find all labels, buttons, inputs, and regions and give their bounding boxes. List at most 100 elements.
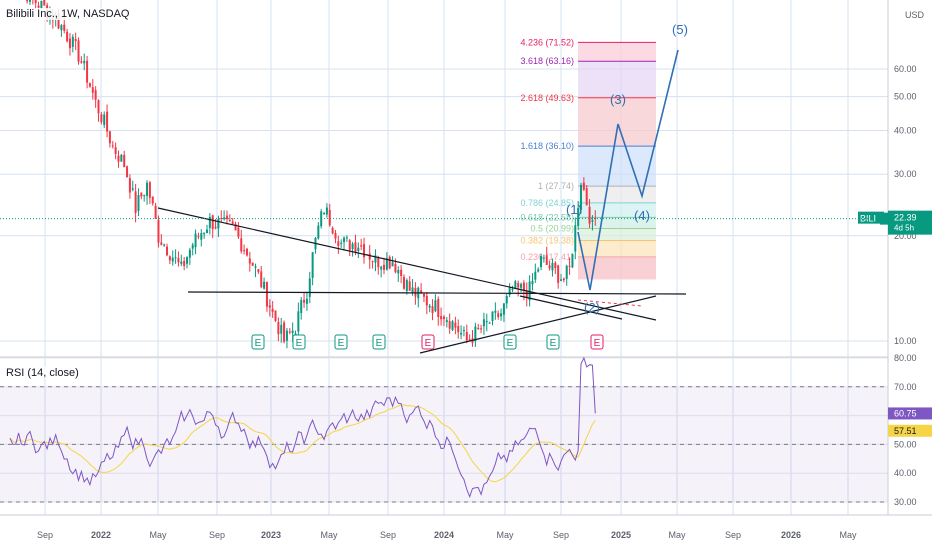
- candle: [337, 241, 340, 247]
- candle: [283, 322, 286, 342]
- candle: [477, 327, 480, 329]
- candle: [542, 257, 545, 259]
- candle: [502, 303, 505, 315]
- time-tick-label: Sep: [553, 530, 569, 540]
- rsi-ma-line: [9, 404, 596, 483]
- fib-zone: [578, 217, 656, 229]
- fib-zone: [578, 186, 656, 203]
- earnings-badge: [546, 334, 560, 350]
- candle: [331, 227, 334, 234]
- time-tick-label: 2024: [434, 530, 454, 540]
- candle: [525, 291, 528, 298]
- candle: [200, 233, 203, 240]
- currency-label: USD: [904, 10, 924, 20]
- candle: [186, 257, 189, 264]
- candle: [131, 188, 134, 190]
- candle: [60, 25, 63, 31]
- candle: [437, 298, 440, 317]
- earnings-marker: E: [546, 334, 560, 350]
- candle: [223, 217, 226, 220]
- candle: [517, 283, 520, 288]
- candle: [217, 219, 220, 229]
- fib-zone: [578, 97, 656, 147]
- candle: [482, 319, 485, 327]
- candle: [214, 227, 217, 229]
- candle: [545, 255, 548, 265]
- candle: [560, 279, 563, 281]
- price-axis-bg: [888, 0, 932, 550]
- candle: [351, 243, 354, 250]
- candle: [114, 147, 117, 154]
- candle: [425, 295, 428, 306]
- chart-title: Bilibili Inc., 1W, NASDAQ: [4, 8, 132, 20]
- time-tick-label: May: [668, 530, 686, 540]
- earnings-marker: E: [334, 334, 348, 350]
- candle: [334, 232, 337, 239]
- candle: [291, 330, 294, 334]
- candle: [143, 195, 146, 197]
- earnings-marker: E: [372, 334, 386, 350]
- earnings-badge: [503, 334, 517, 350]
- earnings-label: E: [594, 338, 601, 349]
- candle: [565, 265, 568, 279]
- candle: [548, 265, 551, 269]
- candle: [528, 281, 531, 301]
- fib-zone: [578, 42, 656, 62]
- candle: [374, 255, 377, 263]
- candle: [174, 257, 177, 259]
- candle: [491, 311, 494, 321]
- time-tick-label: May: [320, 530, 338, 540]
- candle: [280, 324, 283, 334]
- candle: [166, 246, 169, 256]
- candle: [57, 12, 60, 29]
- candle: [340, 242, 343, 244]
- time-tick-label: 2026: [781, 530, 801, 540]
- ticker-symbol: BILI: [860, 214, 876, 224]
- candle: [394, 264, 397, 273]
- candle: [522, 282, 525, 292]
- candle: [391, 262, 394, 267]
- rsi-tick-label: 80.00: [894, 353, 917, 363]
- trendline: [157, 207, 657, 321]
- earnings-marker: E: [421, 334, 435, 350]
- fib-level-label: 0.5 (20.99): [530, 223, 574, 233]
- candle: [568, 265, 571, 267]
- bar-countdown: 4d 5h: [894, 224, 914, 233]
- candle: [225, 215, 228, 219]
- candle: [148, 182, 151, 198]
- candle: [257, 269, 260, 272]
- rsi-tick-label: 30.00: [894, 497, 917, 507]
- candle: [103, 114, 106, 125]
- time-tick-label: Sep: [37, 530, 53, 540]
- candle: [422, 293, 425, 297]
- fib-level-label: 1 (27.74): [538, 181, 574, 191]
- candle: [414, 288, 417, 297]
- fib-level-label: 0.618 (22.58): [520, 212, 574, 222]
- rsi-tick-label: 40.00: [894, 468, 917, 478]
- candle: [40, 0, 43, 9]
- candle: [123, 154, 126, 168]
- wave-label: (2): [584, 300, 600, 315]
- candle: [408, 281, 411, 291]
- candle: [126, 166, 129, 177]
- time-tick-label: 2023: [261, 530, 281, 540]
- candle: [180, 261, 183, 264]
- candle: [388, 256, 391, 269]
- wave-label: (1): [566, 202, 582, 217]
- wave-path: [577, 49, 679, 291]
- rsi-value-badge: [888, 407, 932, 420]
- candle: [480, 328, 483, 330]
- candle: [505, 296, 508, 304]
- candle: [188, 249, 191, 258]
- candle: [411, 287, 414, 293]
- fib-level-label: 4.236 (71.52): [520, 37, 574, 47]
- fib-zone: [578, 256, 656, 280]
- candle: [146, 182, 149, 196]
- earnings-badge: [372, 334, 386, 350]
- fib-zone: [578, 146, 656, 187]
- candle: [248, 258, 251, 264]
- candle: [540, 255, 543, 268]
- candle: [140, 192, 143, 197]
- candle: [37, 5, 40, 8]
